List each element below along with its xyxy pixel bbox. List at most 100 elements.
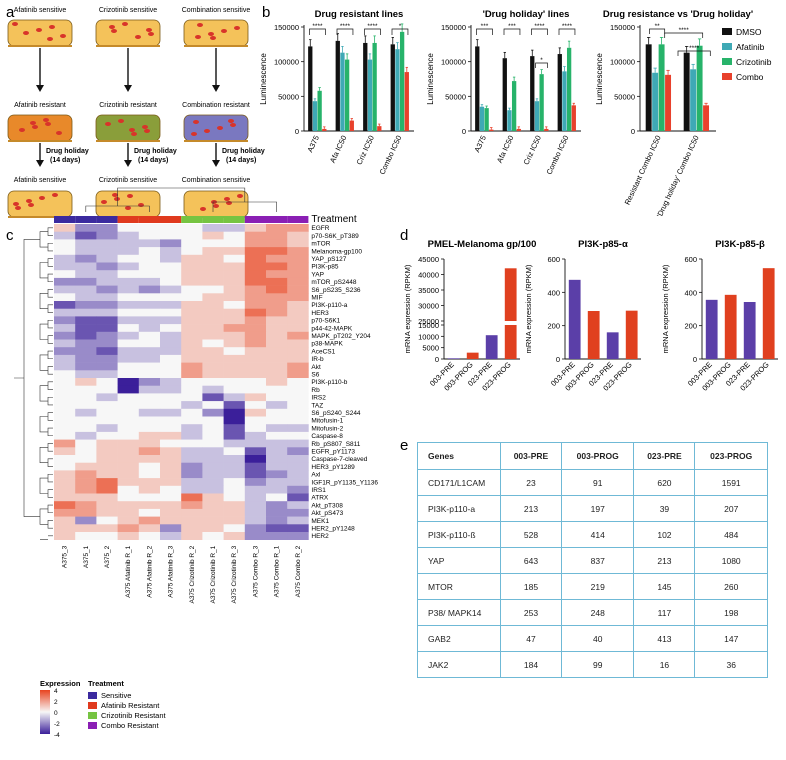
legend-label-combo: Combo	[736, 72, 764, 82]
bar-dmso	[530, 56, 535, 132]
heatmap-cell	[75, 424, 97, 433]
heatmap-cell	[202, 385, 224, 394]
heatmap-cell	[181, 239, 203, 248]
bar-combo	[665, 74, 672, 131]
heatmap-cell	[181, 516, 203, 525]
heatmap-cell	[138, 516, 161, 525]
bar-023-PRE	[743, 302, 756, 359]
heatmap-cell	[96, 277, 118, 286]
heatmap-cell	[96, 401, 118, 410]
heatmap-cell	[54, 516, 76, 525]
table-value-cell: 1591	[694, 469, 768, 496]
holiday-label: Drug holiday	[134, 148, 177, 155]
table-value-cell: 260	[694, 573, 768, 600]
row-label: PI3K-p110-a	[311, 302, 347, 309]
heatmap-cell	[287, 462, 309, 471]
y-tick-label: 100000	[441, 58, 466, 67]
table-header-cell: 003-PROG	[560, 442, 635, 470]
row-label: HER2_pY1248	[311, 526, 355, 533]
heatmap-cell	[202, 262, 224, 271]
treatment-header: Treatment	[311, 214, 356, 225]
significance-stars: *	[399, 23, 402, 30]
row-label: EGFR	[311, 225, 329, 232]
chart-title: PI3K-p85-β	[715, 239, 765, 250]
group-bar	[96, 216, 118, 223]
heatmap-cell	[117, 354, 140, 363]
expression-scale-title: Expression	[40, 679, 81, 688]
group-bar	[75, 216, 97, 223]
heatmap-cell	[202, 239, 224, 248]
heatmap-cell	[266, 331, 288, 340]
table-value-cell: 16	[633, 651, 696, 678]
heatmap-cell	[181, 416, 203, 425]
table-row: MTOR 185 219 145 260	[417, 573, 768, 600]
heatmap-cell	[202, 416, 224, 425]
heatmap-cell	[202, 439, 224, 448]
y-tick-label: 45000	[418, 255, 439, 264]
heatmap-cell	[138, 370, 161, 379]
bar-combo	[544, 128, 549, 131]
heatmap-cell	[181, 485, 203, 494]
heatmap-cell	[117, 401, 140, 410]
heatmap-cell	[287, 524, 309, 533]
sensitive-cells-nucleus	[49, 25, 55, 29]
heatmap-cell	[266, 224, 288, 232]
heatmap-cell	[117, 378, 140, 386]
sensitive-cells-nucleus	[135, 35, 141, 39]
heatmap-cell	[244, 516, 267, 525]
heatmap-cell	[287, 393, 309, 402]
row-label: Melanoma-gp100	[311, 248, 362, 255]
heatmap-cell	[75, 262, 97, 271]
panel-label-e: e	[400, 437, 408, 454]
heatmap-cell	[266, 532, 288, 540]
heatmap-cell	[181, 455, 203, 463]
significance-bracket	[649, 28, 666, 34]
heatmap-cell	[266, 462, 288, 471]
heatmap-cell	[138, 508, 161, 517]
heatmap-cell	[160, 324, 182, 333]
panel-e-table: Genes 003-PRE 003-PROG 023-PRE 023-PROG CD17…	[417, 442, 768, 678]
y-tick-label: 0	[295, 127, 299, 136]
heatmap-cell	[223, 354, 246, 363]
heatmap-cell	[181, 231, 203, 240]
heatmap-cell	[75, 254, 97, 263]
holiday-days-label: (14 days)	[226, 157, 256, 164]
x-tick-label: Afa IC50	[495, 134, 515, 164]
heatmap-cell	[266, 493, 288, 502]
row-label: IGF1R_pY1135_Y1136	[311, 479, 378, 486]
column-label: A375_3	[62, 545, 69, 568]
row-dendrogram	[14, 227, 53, 540]
heatmap-cell	[75, 331, 97, 340]
table-value-cell: 117	[633, 599, 696, 626]
treatment-legend-label: Crizotinib Resistant	[101, 711, 167, 720]
sensitive-cells-nucleus	[101, 200, 107, 204]
group-bar	[138, 216, 160, 223]
expression-scale-bar	[40, 690, 50, 734]
heatmap-cell	[202, 231, 224, 240]
schematic-top-label: Crizotinib sensitive	[99, 7, 157, 14]
heatmap-cell	[244, 285, 267, 294]
y-tick-label: 40000	[418, 271, 439, 280]
heatmap-cell	[75, 293, 97, 302]
heatmap-cell	[96, 385, 118, 394]
heatmap-cell	[181, 354, 203, 363]
panel-label-c: c	[6, 227, 14, 244]
heatmap-cell	[160, 254, 182, 263]
heatmap-cell	[181, 470, 203, 479]
bar-003-PROG	[724, 294, 737, 359]
sensitive-cells-nucleus	[12, 22, 18, 26]
table-value-cell: 643	[500, 547, 562, 574]
heatmap-cell	[75, 439, 97, 448]
resistant-cells-nucleus	[228, 119, 234, 123]
heatmap-cell	[96, 478, 118, 487]
heatmap-cell	[160, 416, 182, 425]
resistant-cells-nucleus	[129, 128, 135, 132]
column-label: A375 Combo R_2	[295, 545, 302, 597]
treatment-legend-label: Sensitive	[101, 691, 131, 700]
heatmap-cell	[223, 424, 246, 433]
heatmap-cell	[75, 524, 97, 533]
group-bar	[244, 216, 266, 223]
heatmap-cell	[54, 493, 76, 502]
x-tick-label: A375	[305, 134, 321, 154]
significance-stars: ****	[534, 23, 545, 30]
